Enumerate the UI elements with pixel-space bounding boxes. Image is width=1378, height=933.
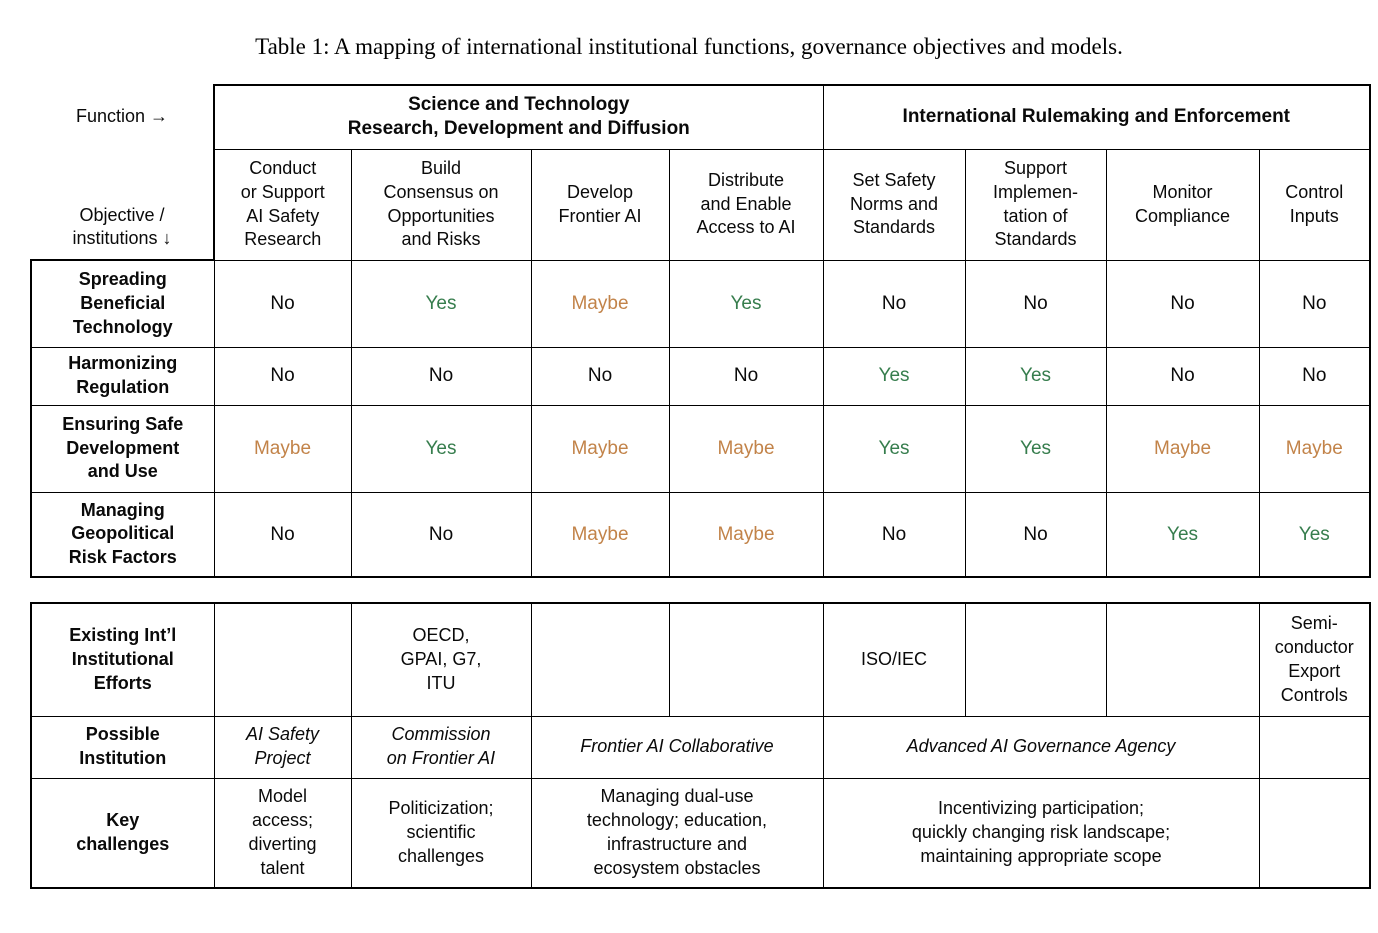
group-header-international-rulemaking: International Rulemaking and Enforcement: [822, 84, 1372, 150]
table-row-spreading-beneficial-technology: Spreading Beneficial Technology No Yes M…: [30, 259, 1372, 348]
matrix-cell: Maybe: [668, 404, 824, 493]
existing-cell-empty: [530, 602, 670, 717]
row-header-harmonizing-regulation: Harmonizing Regulation: [30, 346, 215, 406]
table-row-key-challenges: Key challenges Model access; diverting t…: [30, 777, 1371, 889]
matrix-cell: Yes: [964, 404, 1107, 493]
matrix-cell: No: [213, 491, 352, 578]
matrix-cell: Yes: [668, 259, 824, 348]
possible-cell-frontier-ai-collaborative: Frontier AI Collaborative: [530, 715, 824, 779]
possible-cell-empty: [1258, 715, 1371, 779]
challenges-cell-model-access: Model access; diverting talent: [213, 777, 352, 889]
existing-cell-oecd-gpai-g7-itu: OECD, GPAI, G7, ITU: [350, 602, 532, 717]
challenges-cell-politicization: Politicization; scientific challenges: [350, 777, 532, 889]
column-header-monitor-compliance: Monitor Compliance: [1105, 148, 1260, 261]
table-caption: Table 1: A mapping of international inst…: [255, 34, 1123, 59]
function-group-row: Function → Science and Technology Resear…: [31, 84, 1372, 150]
column-header-row: Objective / institutions ↓ Conduct or Su…: [31, 148, 1372, 261]
matrix-cell: Maybe: [530, 259, 670, 348]
matrix-cell: No: [1258, 346, 1372, 406]
table-row-harmonizing-regulation: Harmonizing Regulation No No No No Yes Y…: [30, 346, 1372, 406]
column-header-conduct-ai-safety-research: Conduct or Support AI Safety Research: [213, 148, 352, 261]
institutions-models-table: Existing Int’l Institutional Efforts OEC…: [30, 602, 1371, 889]
matrix-cell: No: [1258, 259, 1372, 348]
possible-cell-advanced-ai-governance-agency: Advanced AI Governance Agency: [822, 715, 1260, 779]
functions-objectives-matrix-table: Function → Science and Technology Resear…: [30, 84, 1372, 578]
possible-cell-commission-on-frontier-ai: Commission on Frontier AI: [350, 715, 532, 779]
matrix-cell: Maybe: [668, 491, 824, 578]
challenges-cell-dual-use: Managing dual-use technology; education,…: [530, 777, 824, 889]
existing-cell-empty: [213, 602, 352, 717]
column-header-develop-frontier-ai: Develop Frontier AI: [530, 148, 670, 261]
matrix-cell: No: [1105, 259, 1260, 348]
challenges-cell-participation: Incentivizing participation; quickly cha…: [822, 777, 1260, 889]
matrix-cell: No: [822, 259, 966, 348]
row-header-managing-geopolitical-risk: Managing Geopolitical Risk Factors: [30, 491, 215, 578]
matrix-cell: No: [822, 491, 966, 578]
existing-cell-iso-iec: ISO/IEC: [822, 602, 966, 717]
row-header-possible-institution: Possible Institution: [30, 715, 215, 779]
matrix-cell: No: [530, 346, 670, 406]
possible-cell-ai-safety-project: AI Safety Project: [213, 715, 352, 779]
column-header-build-consensus: Build Consensus on Opportunities and Ris…: [350, 148, 532, 261]
matrix-cell: Yes: [822, 346, 966, 406]
matrix-cell: No: [668, 346, 824, 406]
column-header-set-safety-norms: Set Safety Norms and Standards: [822, 148, 966, 261]
matrix-cell: No: [964, 491, 1107, 578]
function-arrow-label: Function →: [75, 106, 169, 127]
row-header-spreading-beneficial-technology: Spreading Beneficial Technology: [30, 259, 215, 348]
matrix-cell: Yes: [1105, 491, 1260, 578]
existing-cell-empty: [668, 602, 824, 717]
existing-cell-empty: [964, 602, 1107, 717]
column-header-control-inputs: Control Inputs: [1258, 148, 1372, 261]
table-row-existing-efforts: Existing Int’l Institutional Efforts OEC…: [30, 602, 1371, 717]
challenges-cell-empty: [1258, 777, 1371, 889]
table-row-ensuring-safe-development: Ensuring Safe Development and Use Maybe …: [30, 404, 1372, 493]
table-row-possible-institution: Possible Institution AI Safety Project C…: [30, 715, 1371, 779]
matrix-cell: Maybe: [213, 404, 352, 493]
matrix-cell: No: [964, 259, 1107, 348]
group-header-science-technology: Science and Technology Research, Develop…: [212, 84, 824, 150]
matrix-cell: Yes: [350, 259, 532, 348]
column-header-distribute-access: Distribute and Enable Access to AI: [668, 148, 824, 261]
matrix-cell: Maybe: [530, 491, 670, 578]
column-header-support-implementation: Support Implemen- tation of Standards: [964, 148, 1107, 261]
matrix-cell: No: [213, 346, 352, 406]
existing-cell-empty: [1105, 602, 1260, 717]
matrix-cell: No: [350, 491, 532, 578]
row-header-existing-intl-efforts: Existing Int’l Institutional Efforts: [30, 602, 215, 717]
matrix-cell: No: [1105, 346, 1260, 406]
matrix-cell: No: [213, 259, 352, 348]
row-header-key-challenges: Key challenges: [30, 777, 215, 889]
matrix-cell: Yes: [964, 346, 1107, 406]
matrix-cell: Yes: [822, 404, 966, 493]
row-header-ensuring-safe-development: Ensuring Safe Development and Use: [30, 404, 215, 493]
existing-cell-semiconductor-export-controls: Semi- conductor Export Controls: [1258, 602, 1371, 717]
table-row-managing-geopolitical-risk: Managing Geopolitical Risk Factors No No…: [30, 491, 1372, 578]
matrix-cell: No: [350, 346, 532, 406]
matrix-cell: Maybe: [530, 404, 670, 493]
matrix-cell: Maybe: [1105, 404, 1260, 493]
matrix-cell: Yes: [350, 404, 532, 493]
matrix-cell: Yes: [1258, 491, 1372, 578]
objective-institutions-label: Objective / institutions ↓: [72, 204, 172, 249]
matrix-cell: Maybe: [1258, 404, 1372, 493]
